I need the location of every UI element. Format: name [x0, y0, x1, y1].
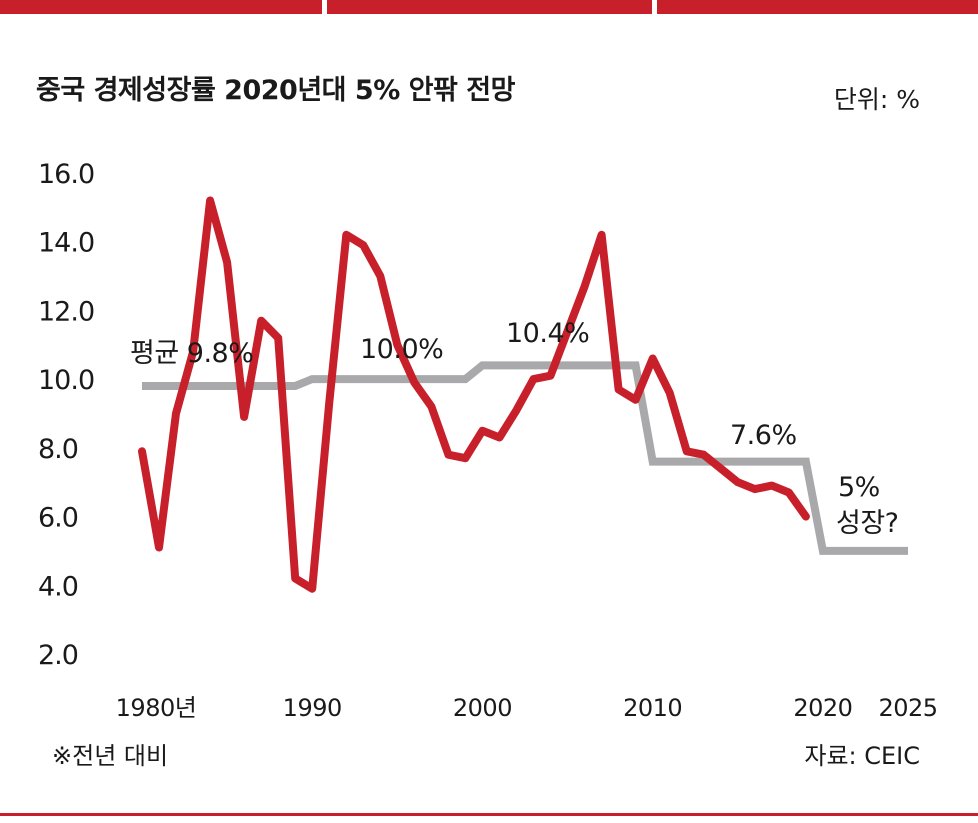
- y-tick-label: 14.0: [38, 228, 94, 259]
- chart-title: 중국 경제성장률 2020년대 5% 안팎 전망: [36, 75, 515, 106]
- y-tick-label: 12.0: [38, 296, 94, 327]
- x-tick-label: 1990: [283, 694, 342, 722]
- unit-label: 단위: %: [833, 85, 920, 114]
- annotation-label: 성장?: [836, 508, 899, 539]
- x-tick-label: 2020: [793, 694, 852, 722]
- source-label: 자료: CEIC: [804, 742, 920, 770]
- top-bar-segment: [327, 0, 652, 14]
- x-tick-label: 2025: [878, 694, 937, 722]
- y-tick-label: 4.0: [38, 571, 78, 602]
- x-tick-label: 2000: [453, 694, 512, 722]
- annotation-label: 7.6%: [730, 420, 797, 451]
- top-bar-segment: [0, 0, 322, 14]
- top-accent-bar: [0, 0, 978, 14]
- average-growth-line: [142, 361, 908, 555]
- annotation-label: 10.0%: [360, 334, 443, 365]
- bottom-accent-line: [0, 813, 978, 816]
- footnote: ※전년 대비: [52, 742, 169, 770]
- y-axis: 16.0 14.0 12.0 10.0 8.0 6.0 4.0 2.0: [38, 159, 95, 671]
- y-tick-label: 10.0: [38, 365, 94, 396]
- top-bar-segment: [657, 0, 978, 14]
- annotation-label: 10.4%: [506, 318, 589, 349]
- x-tick-label: 2010: [623, 694, 682, 722]
- annotations: 평균 9.8% 10.0% 10.4% 7.6% 5% 성장?: [130, 318, 899, 539]
- annotation-label: 평균 9.8%: [130, 338, 253, 369]
- annotation-label: 5%: [838, 472, 880, 503]
- y-tick-label: 16.0: [38, 159, 94, 190]
- x-tick-label: 1980년: [116, 694, 197, 722]
- y-tick-label: 6.0: [38, 503, 78, 534]
- y-tick-label: 8.0: [38, 434, 78, 465]
- x-axis: 1980년 1990 2000 2010 2020 2025: [116, 694, 938, 722]
- growth-rate-line: [138, 196, 810, 593]
- y-tick-label: 2.0: [38, 640, 78, 671]
